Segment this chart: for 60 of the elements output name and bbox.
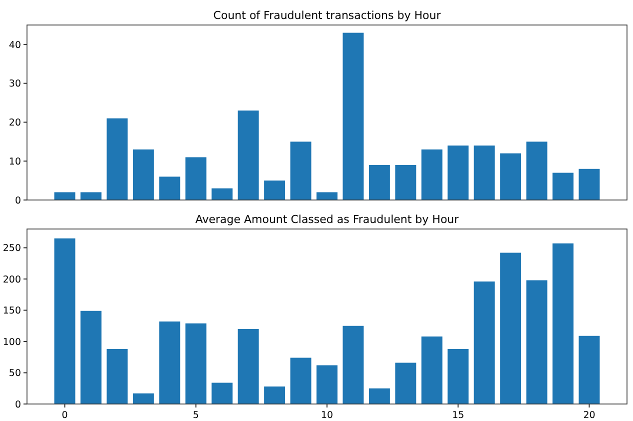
bar [264, 386, 286, 404]
x-tick-label: 10 [320, 410, 334, 421]
chart-title: Count of Fraudulent transactions by Hour [213, 9, 442, 22]
bar [552, 172, 574, 200]
y-tick-label: 100 [2, 336, 21, 348]
x-tick-label: 0 [62, 410, 68, 421]
bar [54, 238, 76, 404]
bar [552, 243, 574, 404]
bar [290, 142, 312, 200]
bar [159, 322, 180, 404]
bar [238, 329, 259, 404]
bar [395, 362, 416, 404]
bar [526, 280, 548, 404]
bar [80, 192, 102, 200]
bar [474, 282, 495, 404]
bar [500, 252, 522, 404]
bar [421, 336, 442, 404]
y-tick-label: 200 [2, 274, 21, 286]
bar [80, 310, 102, 404]
bar [212, 382, 233, 404]
y-tick-label: 250 [2, 243, 21, 254]
bar [578, 336, 600, 404]
bar [368, 388, 390, 404]
bar [54, 192, 76, 200]
y-tick-label: 40 [8, 40, 21, 51]
bar [500, 153, 522, 200]
bar [159, 176, 180, 200]
x-tick-label: 20 [583, 410, 596, 421]
bar [395, 165, 416, 200]
bar [368, 165, 390, 200]
x-tick-label: 5 [192, 410, 199, 421]
bar [342, 326, 364, 404]
bar [474, 146, 495, 200]
bar [132, 393, 154, 404]
bar [132, 149, 154, 200]
bar [212, 188, 233, 200]
bar [106, 118, 128, 200]
y-tick-label: 10 [8, 156, 21, 168]
y-tick-label: 0 [14, 399, 21, 410]
bar [342, 32, 364, 200]
bar [448, 146, 469, 200]
bar [448, 349, 469, 404]
bar [421, 149, 442, 200]
bar [316, 365, 338, 404]
bar [526, 142, 548, 200]
bar [238, 110, 259, 200]
y-tick-label: 20 [8, 118, 21, 129]
bar [316, 192, 338, 200]
bar [290, 358, 312, 404]
y-tick-label: 30 [8, 78, 21, 90]
y-tick-label: 50 [8, 368, 21, 380]
bar [185, 157, 206, 200]
bar [264, 180, 286, 200]
y-tick-label: 150 [2, 306, 21, 317]
bar [578, 168, 600, 200]
bar [106, 349, 128, 404]
bar [185, 323, 206, 404]
x-tick-label: 15 [452, 410, 464, 421]
chart-title: Average Amount Classed as Fraudulent by Hour [195, 213, 460, 226]
y-tick-label: 0 [14, 195, 21, 206]
